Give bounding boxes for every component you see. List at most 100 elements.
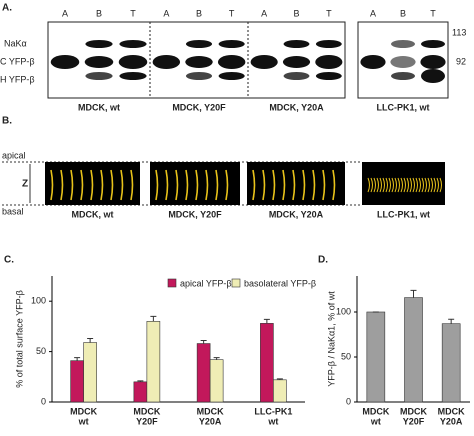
cell-outline [262,169,266,201]
band [218,72,245,80]
panel-label: C. [4,255,14,266]
lane-label: T [430,8,436,18]
band [119,72,147,80]
y-tick-label: 50 [36,346,46,356]
bar [70,360,84,403]
band [85,72,113,80]
lane-label: B [196,8,202,18]
band [185,40,213,48]
cell-outline [373,177,376,193]
cell-outline [60,169,64,201]
band [119,40,147,48]
cell-outline [195,169,199,201]
cell-outline [382,177,385,193]
legend-label: apical YFP-β [180,278,232,288]
cell-outline [252,169,256,201]
y-axis-label: YFP-β / NaKα1, % of wt [326,291,336,387]
band [282,56,311,68]
lane-label: A [62,8,68,18]
legend-swatch [231,278,241,288]
lane-label: B [400,8,406,18]
cell-outline [302,169,306,201]
caption: MDCK, wt [72,209,114,219]
cell-outline [185,169,189,201]
cell-outline [215,169,219,201]
legend-swatch [167,278,177,288]
cell-outline [400,177,403,193]
panel-label: B. [2,116,12,127]
bar [196,343,211,403]
cell-outline [370,177,373,193]
bar [273,379,287,403]
bar [441,323,461,403]
cell-outline [436,177,439,193]
caption: MDCK, wt [78,102,120,112]
band [360,55,386,69]
band [218,40,245,48]
y-axis-label: % of total surface YFP-β [14,290,24,388]
lane-label: T [326,8,332,18]
band [250,55,278,69]
caption: MDCK, Y20F [168,209,222,219]
micrograph [150,162,240,205]
cell-outline [439,177,442,193]
x-tick-label: MDCK [133,406,160,416]
cell-outline [412,177,415,193]
y-tick-label: 0 [346,396,351,406]
cell-outline [282,169,286,201]
lane-label: T [130,8,136,18]
panel-label: D. [318,255,328,266]
band [391,72,415,80]
x-tick-label: LLC-PK1 [254,406,292,416]
caption: LLC-PK1, wt [377,209,430,219]
error-bar [200,340,207,344]
cell-outline [272,169,276,201]
apical-label: apical [2,150,26,160]
x-tick-label: MDCK [438,406,465,416]
band [84,56,114,68]
error-bar [137,380,144,382]
cell-outline [418,177,421,193]
band [421,40,445,48]
band [283,72,310,80]
band [50,55,80,69]
x-tick-label: MDCK [197,406,224,416]
bar [83,342,97,403]
panel-label: A. [2,3,12,14]
cell-outline [424,177,427,193]
cell-outline [165,169,169,201]
error-bar [448,318,455,324]
cell-outline [155,169,159,201]
cell-outline [312,169,316,201]
band [421,69,445,83]
error-bar [410,289,417,298]
lane-label: B [293,8,299,18]
x-tick-label: MDCK [362,406,389,416]
band [391,40,415,48]
cell-outline [70,169,74,201]
error-bar [74,357,81,361]
cell-outline [388,177,391,193]
y-tick-label: 50 [341,351,351,361]
x-tick-label: MDCK [400,406,427,416]
y-tick-label: 0 [41,396,46,406]
cell-outline [90,169,94,201]
bar [260,323,274,403]
bar [133,381,148,403]
cell-outline [120,169,124,201]
error-bar [276,378,283,380]
cell-outline [50,169,54,201]
band [85,40,113,48]
band [390,56,416,68]
x-tick-label: wt [267,416,278,426]
band [315,40,342,48]
band [217,55,246,69]
error-bar [87,337,94,343]
cell-outline [175,169,179,201]
legend-label: basolateral YFP-β [244,278,316,288]
band-label: C YFP-β [0,56,35,66]
caption: MDCK, Y20F [172,102,226,112]
lane-label: A [261,8,267,18]
cell-outline [332,169,336,201]
